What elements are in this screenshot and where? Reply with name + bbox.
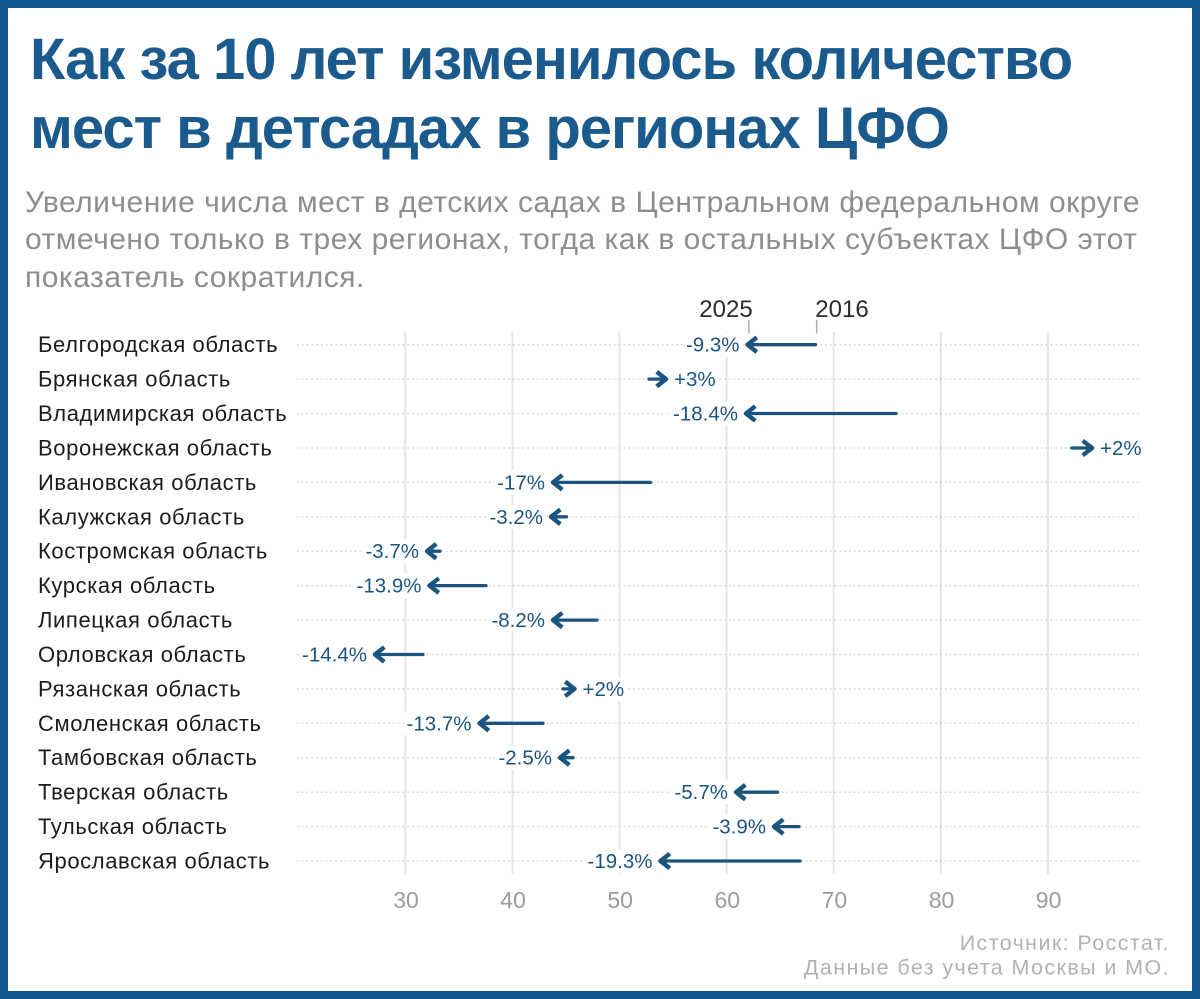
svg-text:+2%: +2%: [583, 678, 625, 701]
svg-text:-13.7%: -13.7%: [407, 712, 472, 735]
svg-text:Брянская область: Брянская область: [38, 367, 231, 392]
svg-text:Калужская область: Калужская область: [38, 504, 245, 529]
svg-text:Тамбовская область: Тамбовская область: [38, 745, 257, 770]
svg-text:-2.5%: -2.5%: [498, 747, 552, 770]
svg-text:-5.7%: -5.7%: [674, 781, 728, 804]
svg-text:+3%: +3%: [674, 368, 716, 391]
svg-text:70: 70: [822, 887, 848, 913]
svg-text:80: 80: [929, 887, 955, 913]
svg-text:60: 60: [715, 887, 741, 913]
svg-text:Белгородская область: Белгородская область: [38, 332, 278, 357]
svg-text:Владимирская область: Владимирская область: [38, 401, 287, 426]
svg-text:Тульская область: Тульская область: [38, 814, 227, 839]
svg-text:90: 90: [1036, 887, 1062, 913]
svg-text:30: 30: [393, 887, 419, 913]
svg-text:-14.4%: -14.4%: [302, 644, 367, 667]
svg-text:Источник: Росстат.: Источник: Росстат.: [960, 931, 1170, 955]
svg-text:Костромская область: Костромская область: [38, 539, 268, 564]
svg-text:Данные без учета Москвы и МО.: Данные без учета Москвы и МО.: [804, 956, 1170, 980]
svg-text:40: 40: [500, 887, 526, 913]
svg-text:-3.7%: -3.7%: [365, 540, 419, 563]
svg-text:Орловская область: Орловская область: [38, 642, 246, 667]
svg-text:Курская область: Курская область: [38, 573, 216, 598]
svg-text:2016: 2016: [815, 296, 868, 323]
svg-text:-18.4%: -18.4%: [673, 403, 738, 426]
svg-text:Воронежская область: Воронежская область: [38, 436, 272, 461]
svg-text:2025: 2025: [699, 296, 752, 323]
svg-text:Тверская область: Тверская область: [38, 780, 229, 805]
svg-text:+2%: +2%: [1100, 437, 1142, 460]
svg-text:Липецкая область: Липецкая область: [38, 608, 233, 633]
svg-text:Смоленская область: Смоленская область: [38, 711, 262, 736]
svg-text:-9.3%: -9.3%: [686, 334, 740, 357]
svg-text:-3.2%: -3.2%: [489, 506, 543, 529]
svg-text:-19.3%: -19.3%: [588, 850, 653, 873]
svg-text:50: 50: [607, 887, 633, 913]
svg-text:-8.2%: -8.2%: [491, 609, 545, 632]
svg-text:Ивановская область: Ивановская область: [38, 470, 257, 495]
svg-text:Рязанская область: Рязанская область: [38, 676, 241, 701]
svg-text:Ярославская область: Ярославская область: [38, 849, 270, 874]
svg-text:-3.9%: -3.9%: [712, 816, 766, 839]
svg-text:-17%: -17%: [497, 471, 545, 494]
svg-text:-13.9%: -13.9%: [357, 575, 422, 598]
